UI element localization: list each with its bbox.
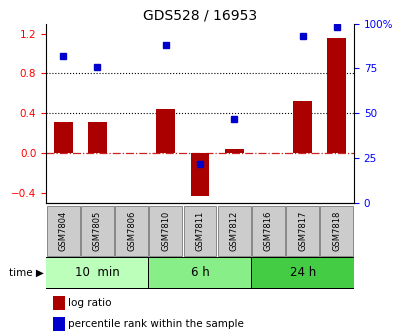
FancyBboxPatch shape [218,206,251,256]
Bar [225,150,244,153]
Bar [328,39,346,153]
FancyBboxPatch shape [46,257,354,289]
Bar [190,153,210,196]
Text: GSM7816: GSM7816 [264,211,273,251]
Text: 6 h: 6 h [191,266,209,280]
FancyBboxPatch shape [115,206,148,256]
Bar [53,317,65,331]
Text: GSM7812: GSM7812 [230,211,239,251]
FancyBboxPatch shape [46,258,148,288]
Text: GSM7818: GSM7818 [332,211,341,251]
Text: 24 h: 24 h [290,266,316,280]
Text: log ratio: log ratio [68,298,112,308]
Bar [293,101,312,153]
FancyBboxPatch shape [81,206,114,256]
FancyBboxPatch shape [184,206,216,256]
Bar [54,122,72,153]
Text: GSM7805: GSM7805 [93,211,102,251]
FancyBboxPatch shape [252,258,354,288]
Bar [53,296,65,310]
Text: GSM7811: GSM7811 [196,211,204,251]
Text: GSM7804: GSM7804 [59,211,68,251]
Text: time ▶: time ▶ [9,268,44,278]
Text: 10  min: 10 min [75,266,120,280]
Bar [88,122,107,153]
Text: percentile rank within the sample: percentile rank within the sample [68,319,244,329]
FancyBboxPatch shape [320,206,353,256]
Text: GSM7810: GSM7810 [161,211,170,251]
Bar [156,110,175,153]
Text: GSM7817: GSM7817 [298,211,307,251]
FancyBboxPatch shape [47,206,80,256]
Title: GDS528 / 16953: GDS528 / 16953 [143,8,257,23]
Text: GSM7806: GSM7806 [127,211,136,251]
FancyBboxPatch shape [149,258,251,288]
FancyBboxPatch shape [252,206,285,256]
FancyBboxPatch shape [286,206,319,256]
FancyBboxPatch shape [149,206,182,256]
